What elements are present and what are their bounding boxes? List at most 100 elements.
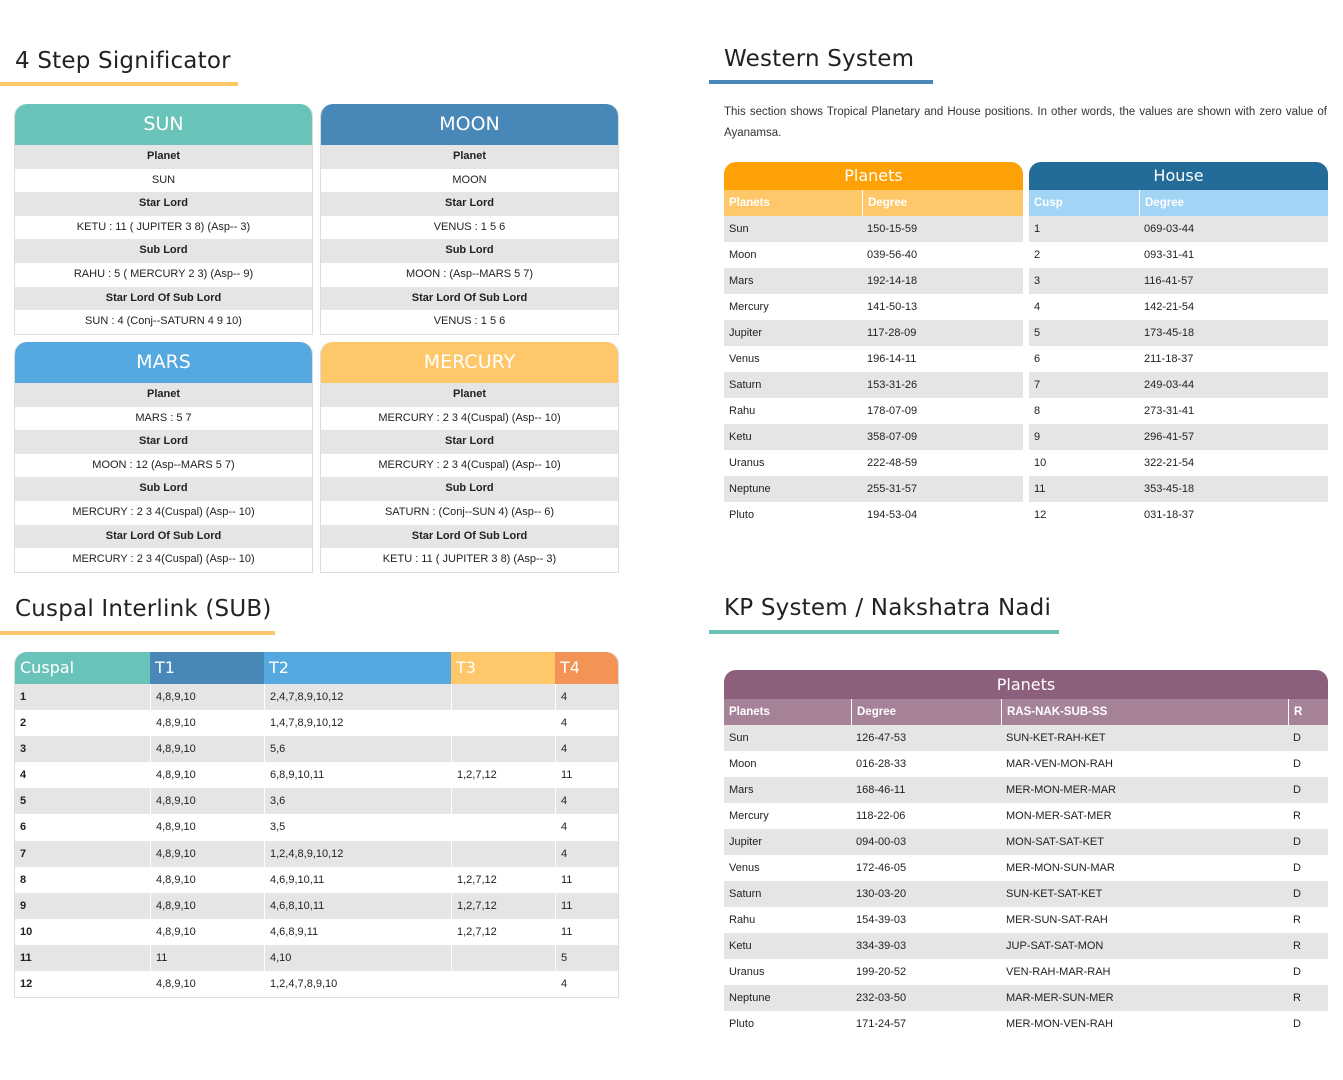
- planet-degree: 358-07-09: [867, 431, 918, 443]
- significator-card-moon: MOON Planet MOON Star Lord VENUS : 1 5 6 Sub …: [320, 104, 619, 335]
- card-value: MOON : (Asp--MARS 5 7): [321, 262, 618, 287]
- ras-nak-sub-ss: SUN-KET-RAH-KET: [1006, 732, 1106, 744]
- table-row: 5 173-45-18: [1029, 320, 1328, 346]
- retro-flag: D: [1293, 888, 1301, 900]
- kp-underline: [709, 630, 1059, 634]
- table-row: 4 142-21-54: [1029, 294, 1328, 320]
- card-label: Planet: [15, 145, 312, 169]
- planet-degree: 232-03-50: [856, 992, 907, 1004]
- cuspal-table: Cuspal T1 T2 T3 T4 1 4,8,9,10 2,4,7,8,9,10…: [14, 652, 619, 999]
- table-row: Mars 168-46-11 MER-MON-MER-MAR D: [724, 777, 1328, 803]
- planet-name: Mercury: [729, 301, 769, 313]
- card-value: MERCURY : 2 3 4(Cuspal) (Asp-- 10): [15, 500, 312, 525]
- t3-value: 1,2,7,12: [451, 892, 555, 919]
- t2-value: 4,6,9,10,11: [264, 866, 451, 893]
- card-header: SUN: [15, 104, 312, 145]
- planet-degree: 194-53-04: [867, 509, 918, 521]
- cusp-number: 6: [20, 821, 27, 834]
- planet-name: Saturn: [729, 379, 762, 391]
- planet-degree: 171-24-57: [856, 1018, 907, 1030]
- t1-value: 4,8,9,10: [150, 814, 264, 841]
- card-value: VENUS : 1 5 6: [321, 310, 618, 334]
- cusp-number: 10: [1034, 457, 1047, 469]
- card-value: RAHU : 5 ( MERCURY 2 3) (Asp-- 9): [15, 262, 312, 287]
- t3-value: [451, 736, 555, 763]
- western-house-header: House: [1029, 162, 1328, 190]
- cusp-degree: 211-18-37: [1144, 353, 1194, 365]
- t2-value: 1,2,4,7,8,9,10: [264, 971, 451, 998]
- table-row: 10 4,8,9,10 4,6,8,9,11 1,2,7,12 11: [15, 918, 618, 945]
- planet-degree: 196-14-11: [867, 353, 917, 365]
- ras-nak-sub-ss: JUP-SAT-SAT-MON: [1006, 940, 1104, 952]
- table-row: Jupiter 117-28-09: [724, 320, 1023, 346]
- planet-degree: 168-46-11: [856, 784, 906, 796]
- retro-flag: D: [1293, 966, 1301, 978]
- cusp-number: 7: [1034, 379, 1041, 391]
- table-row: 7 4,8,9,10 1,2,4,8,9,10,12 4: [15, 840, 618, 867]
- t1-value: 4,8,9,10: [150, 684, 264, 711]
- planet-degree: 153-31-26: [867, 379, 918, 391]
- significator-underline: [0, 82, 238, 86]
- card-label: Star Lord Of Sub Lord: [15, 524, 312, 549]
- table-row: Neptune 255-31-57: [724, 476, 1023, 502]
- table-row: 2 093-31-41: [1029, 242, 1328, 268]
- card-label: Star Lord: [321, 430, 618, 454]
- card-value: VENUS : 1 5 6: [321, 215, 618, 240]
- t3-value: [451, 840, 555, 867]
- table-row: Neptune 232-03-50 MAR-MER-SUN-MER R: [724, 985, 1328, 1011]
- cusp-number: 3: [1034, 275, 1041, 287]
- cusp-number: 4: [1034, 301, 1041, 313]
- card-value: MERCURY : 2 3 4(Cuspal) (Asp-- 10): [321, 406, 618, 431]
- table-row: 10 322-21-54: [1029, 450, 1328, 476]
- kp-columns: Planets Degree RAS-NAK-SUB-SS R: [724, 699, 1328, 725]
- table-row: Venus 196-14-11: [724, 346, 1023, 372]
- retro-flag: R: [1293, 940, 1301, 952]
- table-row: 8 273-31-41: [1029, 398, 1328, 424]
- ras-nak-sub-ss: MON-MER-SAT-MER: [1006, 810, 1112, 822]
- cusp-number: 5: [1034, 327, 1041, 339]
- planet-degree: 126-47-53: [856, 732, 907, 744]
- planet-name: Rahu: [729, 405, 756, 417]
- retro-flag: R: [1293, 810, 1301, 822]
- card-header: MOON: [321, 104, 618, 145]
- t4-value: 11: [555, 918, 618, 945]
- ras-nak-sub-ss: MAR-VEN-MON-RAH: [1006, 758, 1113, 770]
- planet-name: Venus: [729, 862, 760, 874]
- column-degree: Degree: [1139, 190, 1328, 216]
- card-value: SATURN : (Conj--SUN 4) (Asp-- 6): [321, 500, 618, 525]
- cusp-degree: 069-03-44: [1144, 223, 1195, 235]
- planet-name: Rahu: [729, 914, 756, 926]
- t2-value: 4,6,8,9,11: [264, 918, 451, 945]
- cusp-degree: 296-41-57: [1144, 431, 1195, 443]
- card-value: SUN : 4 (Conj--SATURN 4 9 10): [15, 310, 312, 334]
- t4-value: 4: [555, 971, 618, 998]
- t4-value: 5: [555, 944, 618, 972]
- card-label: Sub Lord: [321, 477, 618, 501]
- t4-value: 4: [555, 684, 618, 711]
- western-house-table: House Cusp Degree 1 069-03-44 2 093-31-41 3 1…: [1029, 162, 1328, 528]
- ras-nak-sub-ss: MER-MON-MER-MAR: [1006, 784, 1116, 796]
- western-planets-table: Planets Planets Degree Sun 150-15-59 Moon 0…: [724, 162, 1023, 528]
- planet-name: Mars: [729, 784, 754, 796]
- t4-value: 4: [555, 736, 618, 763]
- column-cusp: Cusp: [1034, 197, 1063, 209]
- t1-value: 4,8,9,10: [150, 736, 264, 763]
- table-row: 4 4,8,9,10 6,8,9,10,11 1,2,7,12 11: [15, 762, 618, 789]
- t4-value: 11: [555, 762, 618, 789]
- cusp-number: 3: [20, 743, 27, 756]
- significator-card-sun: SUN Planet SUN Star Lord KETU : 11 ( JUPITER…: [14, 104, 313, 335]
- card-label: Sub Lord: [15, 477, 312, 501]
- t1-value: 4,8,9,10: [150, 892, 264, 919]
- card-label: Star Lord: [15, 430, 312, 454]
- kp-title: KP System / Nakshatra Nadi: [724, 595, 1052, 621]
- significator-card-mercury: MERCURY Planet MERCURY : 2 3 4(Cuspal) (As…: [320, 342, 619, 573]
- western-title: Western System: [724, 46, 915, 72]
- card-label: Star Lord Of Sub Lord: [15, 286, 312, 311]
- planet-name: Ketu: [729, 431, 752, 443]
- column-t1: T1: [150, 652, 264, 684]
- kp-header: Planets: [724, 670, 1328, 699]
- ras-nak-sub-ss: MER-MON-VEN-RAH: [1006, 1018, 1113, 1030]
- table-row: 11 11 4,10 5: [15, 944, 618, 972]
- column-planets: Planets: [729, 197, 770, 209]
- cusp-degree: 173-45-18: [1144, 327, 1195, 339]
